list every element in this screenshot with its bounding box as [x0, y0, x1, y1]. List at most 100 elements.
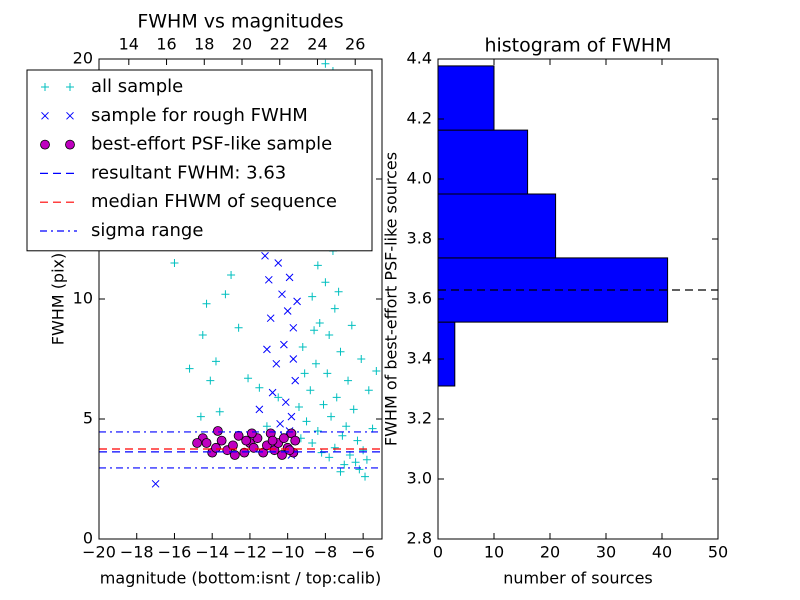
marker-x — [283, 307, 292, 315]
histogram-bar — [437, 321, 456, 387]
y-tick-label: 4.2 — [407, 109, 432, 128]
marker-plus — [244, 374, 253, 383]
plot-area — [151, 59, 381, 488]
x2-tick-label: 20 — [232, 35, 252, 54]
y-tick-label: 0 — [83, 529, 93, 548]
marker-circle — [239, 447, 250, 458]
marker-plus — [234, 323, 243, 332]
x-tick-label: 50 — [708, 543, 728, 562]
marker-plus — [313, 427, 322, 435]
marker-plus — [332, 393, 341, 402]
marker-x — [261, 251, 269, 260]
marker-circle — [201, 438, 212, 448]
y-tick-label: 3.2 — [407, 409, 432, 428]
marker-plus — [357, 355, 366, 363]
marker-plus — [372, 367, 381, 375]
y-axis-label: FWHM of best-effort PSF-like sources — [382, 152, 401, 446]
marker-plus — [330, 304, 339, 313]
x-tick-label: −16 — [158, 543, 192, 562]
histogram-bar — [437, 193, 557, 259]
marker-plus — [211, 357, 220, 366]
marker-x — [291, 376, 300, 385]
legend-label: sample for rough FWHM — [91, 105, 308, 126]
marker-plus — [336, 347, 345, 356]
x-tick-label: −10 — [271, 543, 305, 562]
marker-plus — [206, 376, 215, 385]
marker-plus — [355, 465, 364, 474]
marker-plus — [319, 400, 328, 409]
legend-label: median FHWM of sequence — [91, 191, 337, 212]
chart-title: FWHM vs magnitudes — [137, 11, 343, 33]
marker-plus — [362, 455, 371, 464]
marker-plus — [353, 436, 362, 445]
marker-plus — [255, 383, 264, 392]
marker-plus — [336, 467, 345, 476]
marker-plus — [298, 343, 307, 351]
marker-circle — [267, 435, 278, 446]
marker-x — [281, 398, 290, 407]
marker-x — [268, 388, 277, 397]
marker-x — [66, 111, 74, 120]
marker-plus — [202, 299, 211, 308]
marker-plus — [338, 431, 347, 440]
y-axis-label: FWHM (pix) — [49, 253, 68, 346]
marker-plus — [364, 386, 373, 395]
x2-tick-label: 22 — [270, 35, 290, 54]
x-tick-label: −6 — [351, 543, 375, 562]
marker-plus — [334, 287, 343, 296]
marker-plus — [185, 364, 194, 373]
marker-x — [264, 275, 273, 284]
marker-x — [255, 405, 264, 414]
marker-plus — [340, 460, 349, 469]
y-tick-label: 3.6 — [407, 289, 432, 308]
chart-title: histogram of FWHM — [484, 35, 671, 57]
x2-tick-label: 18 — [194, 35, 214, 54]
marker-x — [289, 355, 298, 363]
y-tick-label: 3.8 — [407, 229, 432, 248]
marker-plus — [361, 472, 370, 481]
y-tick-label: 3.4 — [407, 349, 432, 368]
marker-plus — [262, 422, 271, 431]
marker-circle — [246, 428, 257, 439]
marker-circle — [229, 450, 240, 460]
marker-circle — [228, 440, 238, 451]
marker-x — [278, 290, 286, 299]
marker-x — [274, 259, 283, 267]
marker-plus — [198, 331, 207, 339]
marker-plus — [300, 369, 309, 378]
marker-plus — [359, 446, 368, 455]
histogram-bar — [437, 65, 495, 131]
marker-circle — [216, 435, 227, 446]
marker-x — [285, 273, 294, 282]
x-tick-label: 0 — [433, 543, 443, 562]
marker-plus — [308, 292, 317, 301]
marker-plus — [215, 407, 224, 416]
marker-circle — [290, 435, 301, 446]
marker-circle — [284, 445, 295, 456]
marker-plus — [325, 331, 334, 339]
x-tick-label: 10 — [484, 543, 504, 562]
marker-x — [289, 323, 298, 332]
marker-plus — [327, 412, 336, 421]
marker-plus — [330, 443, 339, 452]
marker-plus — [227, 271, 236, 279]
marker-plus — [321, 278, 330, 287]
x2-tick-label: 14 — [119, 35, 139, 54]
x2-tick-label: 16 — [156, 35, 176, 54]
marker-x — [41, 111, 49, 120]
marker-circle — [212, 426, 223, 436]
marker-circle — [233, 430, 244, 441]
marker-plus — [310, 326, 319, 335]
marker-plus — [315, 319, 324, 327]
x-tick-label: −14 — [195, 543, 229, 562]
x2-tick-label: 26 — [345, 35, 365, 54]
histogram-bar — [437, 129, 529, 195]
y-tick-label: 3.0 — [407, 469, 432, 488]
marker-circle — [211, 442, 221, 453]
x-tick-label: 20 — [540, 543, 560, 562]
y-tick-label: 4.4 — [407, 49, 432, 68]
marker-plus — [323, 369, 332, 378]
marker-plus — [41, 83, 49, 91]
marker-circle — [65, 139, 75, 150]
